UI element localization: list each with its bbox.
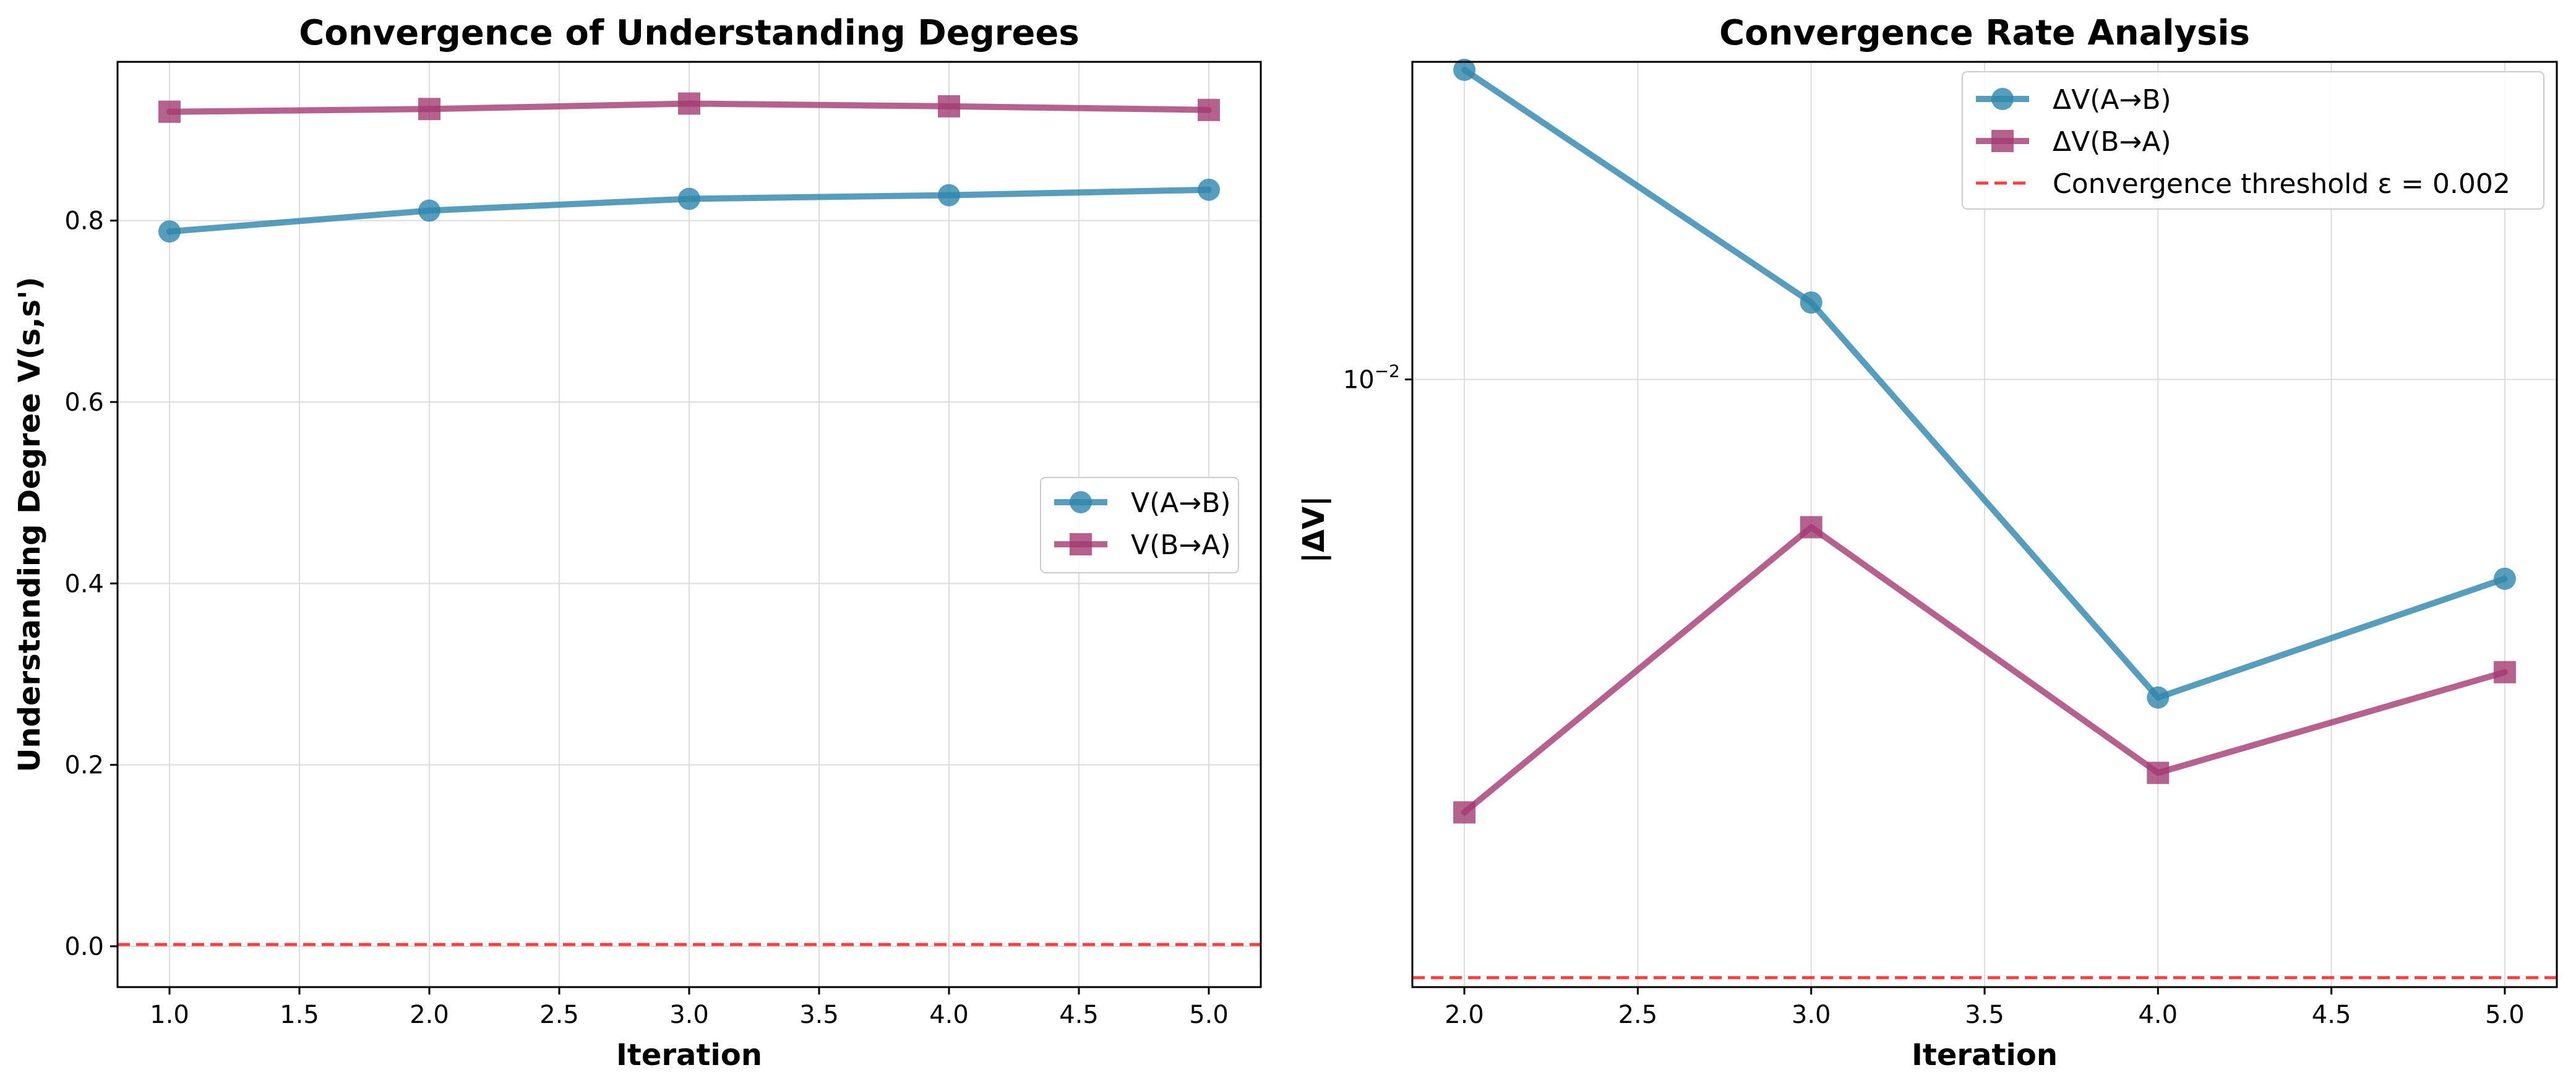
y-tick-label: 0.4 — [64, 570, 104, 598]
data-point-square — [938, 95, 960, 118]
series-line — [1461, 524, 2508, 816]
understanding-degree-chart: Convergence of Understanding Degrees 1.0… — [12, 13, 1262, 1072]
series-group — [1453, 58, 2516, 824]
data-point-square — [678, 92, 700, 115]
x-tick-label: 5.0 — [2485, 1001, 2525, 1029]
x-tick-label: 2.5 — [539, 1001, 579, 1029]
data-point-circle — [418, 199, 440, 222]
legend-marker-square — [1991, 130, 2014, 152]
legend-label: V(B→A) — [1131, 529, 1231, 561]
legend: V(A→B) V(B→A) — [1040, 477, 1239, 573]
legend-marker-square — [1070, 533, 1092, 555]
data-point-circle — [1453, 58, 1476, 81]
data-point-square — [1198, 98, 1220, 121]
x-tick-label: 3.0 — [1792, 1001, 1831, 1029]
y-tick-label: 10−2 — [1343, 361, 1400, 395]
x-axis-label: Iteration — [616, 1038, 762, 1072]
grid — [118, 62, 1261, 987]
data-point-square — [1800, 516, 1823, 539]
ticks: 2.0 2.5 3.0 3.5 4.0 4.5 5.0 10−2 — [1343, 361, 2525, 1029]
legend-label: V(A→B) — [1131, 487, 1231, 519]
y-tick-label: 0.0 — [64, 933, 104, 961]
data-point-circle — [678, 187, 700, 210]
data-point-square — [418, 98, 440, 121]
x-tick-label: 4.5 — [1059, 1001, 1099, 1029]
data-point-circle — [2147, 686, 2170, 709]
grid — [1412, 62, 2557, 987]
x-tick-label: 2.5 — [1618, 1001, 1658, 1029]
x-tick-label: 1.5 — [280, 1001, 319, 1029]
ticks: 1.0 1.5 2.0 2.5 3.0 3.5 4.0 4.5 5.0 0.0 0.2 0.4 0.6 0… — [64, 207, 1228, 1029]
x-axis-label: Iteration — [1912, 1038, 2058, 1072]
legend-label: Convergence threshold ε = 0.002 — [2053, 168, 2510, 200]
x-tick-label: 3.0 — [669, 1001, 709, 1029]
y-axis-label: |ΔV| — [1297, 495, 1331, 563]
legend-label: ΔV(A→B) — [2053, 84, 2171, 116]
x-tick-label: 5.0 — [1189, 1001, 1229, 1029]
y-tick-label: 0.2 — [64, 751, 104, 780]
x-tick-label: 4.0 — [929, 1001, 969, 1029]
x-tick-label: 2.0 — [410, 1001, 449, 1029]
y-axis-label: Understanding Degree V(s,s') — [12, 276, 47, 772]
data-point-square — [2493, 661, 2516, 683]
legend-box — [1962, 71, 2544, 210]
x-tick-label: 2.0 — [1445, 1001, 1484, 1029]
data-point-circle — [2493, 567, 2516, 590]
legend-marker-circle — [1991, 88, 2014, 110]
data-point-square — [158, 100, 181, 123]
y-tick-label: 0.8 — [64, 207, 104, 236]
x-tick-label: 4.0 — [2138, 1001, 2178, 1029]
x-tick-label: 3.5 — [799, 1001, 839, 1029]
x-tick-label: 3.5 — [1965, 1001, 2004, 1029]
legend: ΔV(A→B) ΔV(B→A) Convergence threshold ε … — [1962, 71, 2544, 210]
y-tick-label: 0.6 — [64, 388, 104, 417]
series-group — [158, 92, 1220, 243]
x-tick-label: 1.0 — [150, 1001, 189, 1029]
data-point-circle — [158, 220, 181, 243]
data-point-circle — [938, 184, 960, 207]
chart-title: Convergence of Understanding Degrees — [299, 13, 1079, 53]
chart-title: Convergence Rate Analysis — [1719, 13, 2250, 53]
convergence-rate-chart: Convergence Rate Analysis 2.0 2.5 3.0 3.5 4.… — [1297, 13, 2558, 1072]
x-tick-label: 4.5 — [2312, 1001, 2351, 1029]
data-point-square — [1453, 801, 1476, 824]
data-point-circle — [1800, 291, 1823, 314]
data-point-circle — [1198, 178, 1220, 201]
series-line — [1461, 66, 2508, 701]
legend-label: ΔV(B→A) — [2053, 126, 2171, 158]
data-point-square — [2147, 761, 2170, 784]
legend-marker-circle — [1070, 491, 1092, 513]
